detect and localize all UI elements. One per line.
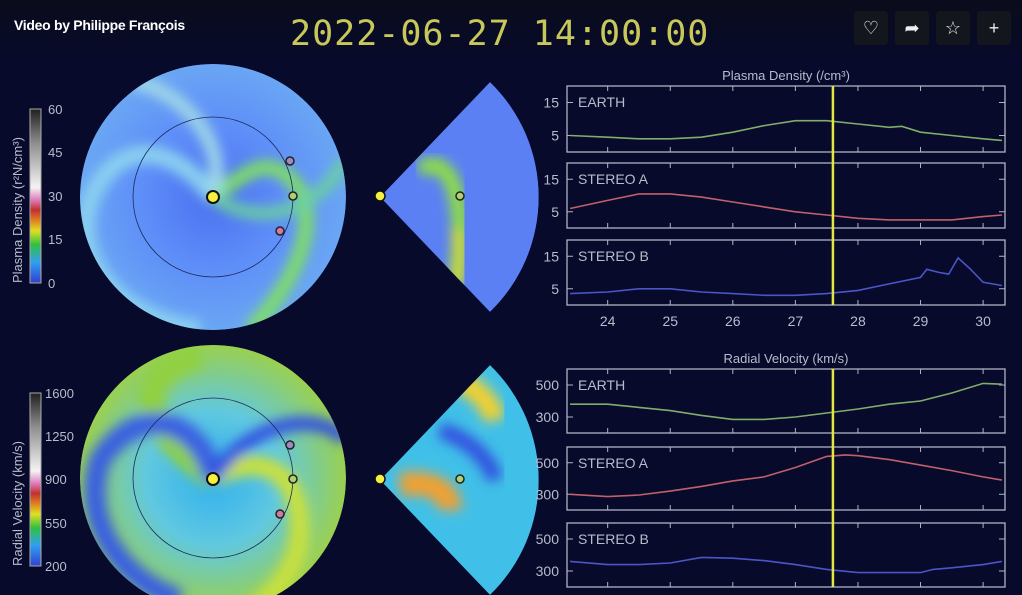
chart-panel-frame bbox=[566, 239, 1006, 306]
x-tick-label: 30 bbox=[975, 592, 991, 595]
simulation-timestamp: 2022-06-27 14:00:00 bbox=[290, 14, 710, 54]
earth-marker bbox=[455, 474, 465, 484]
earth-marker bbox=[288, 191, 298, 201]
sun-marker bbox=[206, 472, 220, 486]
density-colorbar-label: Plasma Density (r²N/cm³) bbox=[10, 137, 25, 283]
sun-marker bbox=[374, 473, 386, 485]
x-tick-label: 28 bbox=[850, 592, 866, 595]
velocity-chart-title: Radial Velocity (km/s) bbox=[724, 351, 849, 366]
series-line-stereo-a bbox=[569, 193, 1002, 221]
colorbar-tick: 30 bbox=[48, 189, 62, 204]
series-label: EARTH bbox=[578, 377, 625, 393]
chart-panel-frame bbox=[566, 85, 1006, 153]
density-colorbar: Plasma Density (r²N/cm³) 60 45 30 15 0 bbox=[10, 102, 62, 291]
chart-panel-frame bbox=[566, 368, 1006, 434]
series-label: STEREO A bbox=[578, 171, 649, 187]
x-tick-label: 27 bbox=[788, 313, 804, 329]
series-line-stereo-b bbox=[570, 256, 1003, 297]
star-icon: ☆ bbox=[944, 17, 962, 38]
add-button[interactable]: + bbox=[977, 11, 1011, 45]
y-tick-label: 300 bbox=[536, 486, 560, 502]
plus-icon: + bbox=[988, 17, 1000, 38]
series-line-earth bbox=[570, 119, 1002, 142]
like-button[interactable]: ♡ bbox=[854, 11, 888, 45]
series-label: STEREO A bbox=[578, 455, 649, 471]
stereo-b-marker bbox=[275, 226, 285, 236]
x-tick-label: 29 bbox=[913, 313, 929, 329]
x-tick-label: 25 bbox=[662, 592, 678, 595]
x-tick-label: 29 bbox=[913, 592, 929, 595]
x-tick-label: 28 bbox=[850, 313, 866, 329]
y-tick-label: 5 bbox=[551, 281, 559, 297]
stereo-a-marker bbox=[285, 440, 295, 450]
series-label: STEREO B bbox=[578, 531, 649, 547]
heart-icon: ♡ bbox=[862, 17, 880, 38]
colorbar-tick: 1250 bbox=[45, 429, 74, 444]
series-label: EARTH bbox=[578, 94, 625, 110]
stereo-b-marker bbox=[275, 509, 285, 519]
earth-marker bbox=[455, 191, 465, 201]
y-tick-label: 300 bbox=[536, 563, 560, 579]
y-tick-label: 500 bbox=[536, 531, 560, 547]
x-tick-label: 25 bbox=[662, 313, 678, 329]
favorite-button[interactable]: ☆ bbox=[936, 11, 970, 45]
share-arrow-icon: ➦ bbox=[904, 17, 920, 38]
stereo-a-marker bbox=[285, 156, 295, 166]
sun-marker bbox=[206, 190, 220, 204]
colorbar-tick: 15 bbox=[48, 232, 62, 247]
y-tick-label: 15 bbox=[543, 95, 559, 111]
colorbar-tick: 60 bbox=[48, 102, 62, 117]
y-tick-label: 15 bbox=[543, 248, 559, 264]
colorbar-tick: 1600 bbox=[45, 386, 74, 401]
x-tick-label: 26 bbox=[725, 592, 741, 595]
sun-marker bbox=[374, 190, 386, 202]
colorbar-tick: 550 bbox=[45, 516, 67, 531]
colorbar-tick: 0 bbox=[48, 276, 55, 291]
video-credit[interactable]: Video by Philippe François bbox=[14, 17, 185, 33]
density-chart-title: Plasma Density (/cm³) bbox=[722, 68, 850, 83]
series-label: STEREO B bbox=[578, 248, 649, 264]
y-tick-label: 5 bbox=[551, 204, 559, 220]
velocity-ecliptic-map bbox=[80, 345, 346, 595]
x-tick-label: 27 bbox=[788, 592, 804, 595]
chart-panel-frame bbox=[566, 446, 1006, 511]
y-tick-label: 500 bbox=[536, 455, 560, 471]
x-tick-label: 24 bbox=[600, 313, 616, 329]
velocity-colorbar-label: Radial Velocity (km/s) bbox=[10, 441, 25, 566]
y-tick-label: 300 bbox=[536, 409, 560, 425]
series-line-earth bbox=[570, 382, 1002, 421]
colorbar-tick: 200 bbox=[45, 559, 67, 574]
earth-marker bbox=[288, 474, 298, 484]
x-tick-label: 30 bbox=[975, 313, 991, 329]
chart-panel-frame bbox=[566, 162, 1006, 229]
x-tick-label: 24 bbox=[600, 592, 616, 595]
share-button[interactable]: ➦ bbox=[895, 11, 929, 45]
colorbar-tick: 45 bbox=[48, 145, 62, 160]
series-line-stereo-a bbox=[570, 454, 1003, 498]
y-tick-label: 15 bbox=[543, 171, 559, 187]
x-tick-label: 26 bbox=[725, 313, 741, 329]
colorbar-tick: 900 bbox=[45, 472, 67, 487]
y-tick-label: 500 bbox=[536, 377, 560, 393]
chart-panel-frame bbox=[566, 522, 1006, 588]
velocity-colorbar: Radial Velocity (km/s) 1600 1250 900 550… bbox=[10, 386, 74, 574]
series-line-stereo-b bbox=[570, 556, 1003, 574]
y-tick-label: 5 bbox=[551, 128, 559, 144]
